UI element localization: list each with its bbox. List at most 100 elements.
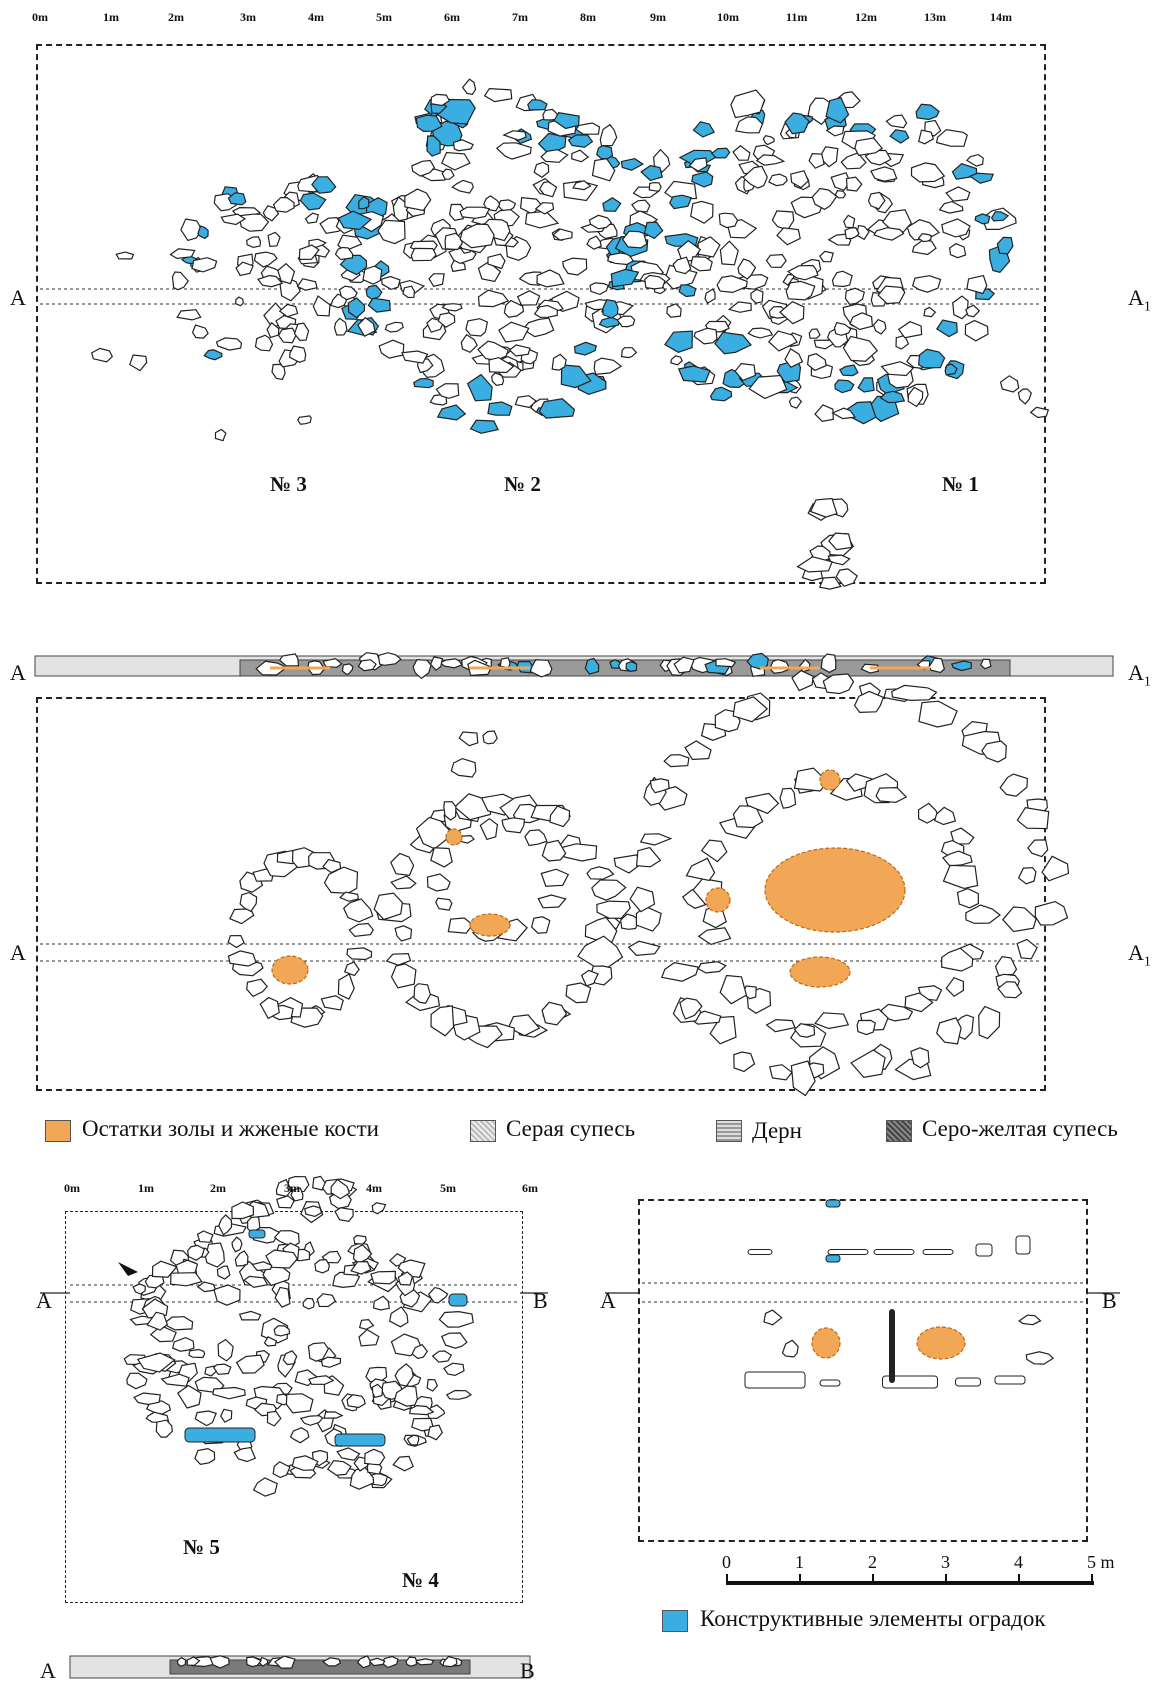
- stone: [339, 254, 368, 276]
- stone: [672, 256, 692, 275]
- plan-frame-small-left: [65, 1211, 523, 1603]
- fence-element: [448, 1293, 468, 1307]
- stone: [933, 806, 957, 826]
- stone: [302, 1297, 315, 1310]
- stone: [409, 1404, 435, 1416]
- stone: [935, 319, 958, 338]
- stone: [968, 172, 995, 184]
- stone: [945, 976, 965, 997]
- ash-patch: [445, 828, 463, 846]
- stone: [872, 318, 887, 335]
- stone: [312, 295, 331, 317]
- stone: [291, 1455, 319, 1471]
- stone: [779, 787, 797, 809]
- mound-label-1: № 1: [942, 472, 979, 496]
- stone: [459, 223, 495, 249]
- stone: [763, 1309, 783, 1326]
- stone: [917, 348, 946, 369]
- stone: [790, 170, 810, 189]
- stone: [538, 181, 558, 198]
- stone: [347, 297, 366, 319]
- legend-label-ash: Остатки золы и жженые кости: [82, 1116, 379, 1141]
- stone: [479, 817, 499, 841]
- stone: [684, 740, 712, 761]
- stone: [664, 330, 693, 353]
- section-label-a: A: [36, 1288, 52, 1313]
- stone: [451, 179, 474, 194]
- stone: [873, 1249, 915, 1255]
- stone: [278, 653, 300, 667]
- stone: [1029, 406, 1050, 419]
- stone: [648, 182, 662, 192]
- stone: [216, 1265, 231, 1280]
- stone: [477, 289, 510, 308]
- stone: [639, 833, 673, 846]
- stone: [90, 347, 114, 363]
- stone: [390, 963, 417, 989]
- legend-swatch-fence-elements: [662, 1610, 688, 1632]
- stone: [197, 225, 209, 240]
- stone: [938, 200, 964, 214]
- stone: [529, 659, 553, 678]
- plan-frame-small-right: [638, 1199, 1088, 1542]
- stone: [336, 1447, 361, 1461]
- stone: [497, 199, 517, 213]
- stone: [730, 89, 766, 119]
- stone: [610, 268, 640, 288]
- stone: [586, 235, 602, 250]
- stone: [540, 149, 569, 163]
- stone: [444, 232, 463, 251]
- mound-label-4: № 4: [402, 1568, 439, 1592]
- stone: [788, 396, 803, 409]
- fence-element: [825, 1254, 841, 1263]
- stone: [765, 1018, 796, 1033]
- stone: [514, 395, 537, 409]
- stone: [502, 130, 527, 141]
- scale-tick: 2m: [210, 1181, 226, 1195]
- stone: [435, 383, 460, 399]
- stone: [358, 1328, 380, 1347]
- stone: [377, 219, 406, 245]
- stone: [348, 922, 375, 938]
- stone: [334, 1207, 354, 1223]
- stone: [149, 1324, 177, 1343]
- section-label-a: A: [40, 1658, 56, 1683]
- stone: [948, 243, 967, 259]
- stone: [577, 935, 624, 969]
- stone: [427, 1286, 449, 1304]
- stone: [234, 1250, 249, 1267]
- stone: [265, 1249, 299, 1269]
- stone: [990, 211, 1010, 222]
- stone: [171, 1336, 195, 1352]
- stone: [495, 142, 532, 160]
- stone: [746, 652, 769, 670]
- stone: [276, 1195, 295, 1209]
- stone: [115, 251, 135, 260]
- stone: [266, 321, 280, 339]
- stone: [727, 301, 752, 313]
- stone: [503, 299, 525, 318]
- stone: [562, 257, 588, 276]
- stone: [273, 1230, 300, 1248]
- stone: [483, 87, 513, 103]
- ash-patch: [819, 769, 841, 791]
- fence-element: [248, 1229, 266, 1239]
- stone: [677, 365, 711, 383]
- stone: [944, 363, 958, 376]
- stone: [357, 316, 376, 337]
- stone: [377, 652, 402, 666]
- stone: [460, 333, 478, 354]
- stone: [405, 1656, 417, 1667]
- stone: [430, 93, 451, 107]
- stone: [530, 916, 551, 934]
- stone: [394, 925, 413, 942]
- scale-bar-label: 4: [1014, 1552, 1023, 1572]
- stone: [784, 348, 804, 369]
- stone: [477, 261, 502, 283]
- stone: [966, 274, 988, 295]
- stone: [584, 657, 600, 675]
- stone: [413, 1658, 435, 1666]
- stone: [443, 801, 457, 821]
- stone: [652, 148, 671, 173]
- stone: [176, 309, 202, 321]
